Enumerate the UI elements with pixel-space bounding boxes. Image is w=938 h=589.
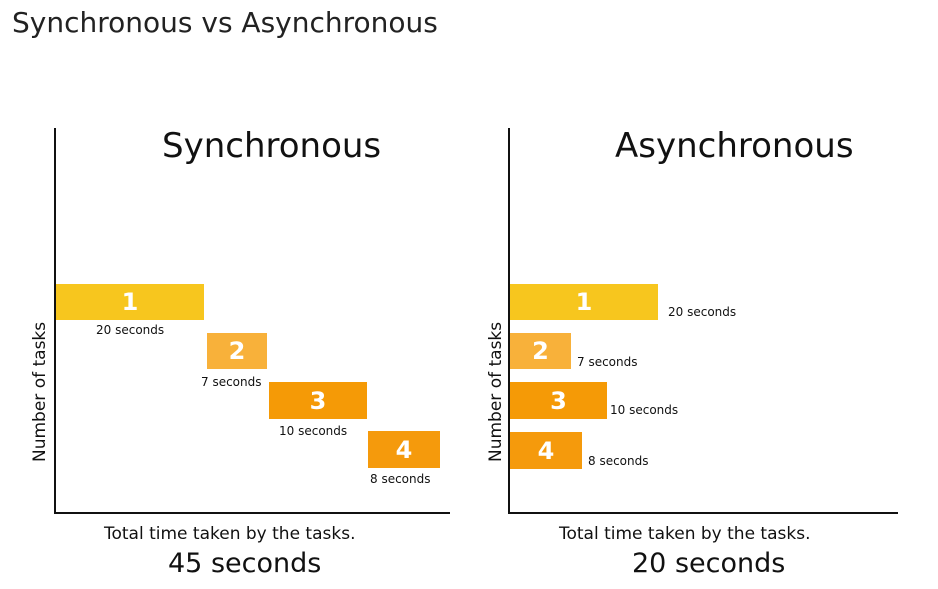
asynchronous-panel: Asynchronous Number of tasks 1 20 second… <box>455 0 925 589</box>
asynchronous-y-axis-label: Number of tasks <box>486 321 506 462</box>
synchronous-total-caption: Total time taken by the tasks. <box>104 524 356 544</box>
async-task-bar-3: 3 <box>510 382 607 419</box>
synchronous-panel: Synchronous Number of tasks 1 20 seconds… <box>30 126 450 579</box>
sync-task-bar-2: 2 <box>207 333 267 369</box>
synchronous-heading: Synchronous <box>162 126 382 166</box>
sync-task-duration-4: 8 seconds <box>370 472 431 486</box>
asynchronous-y-axis <box>508 128 510 513</box>
async-task-bar-1: 1 <box>510 284 658 320</box>
async-task-duration-4: 8 seconds <box>588 454 649 468</box>
async-task-duration-3: 10 seconds <box>610 403 679 417</box>
page-title: Synchronous vs Asynchronous <box>12 6 438 39</box>
synchronous-x-axis <box>54 512 450 514</box>
asynchronous-heading: Asynchronous <box>615 126 854 166</box>
synchronous-total-value: 45 seconds <box>168 548 322 579</box>
sync-task-duration-1: 20 seconds <box>96 323 165 337</box>
asynchronous-total-caption: Total time taken by the tasks. <box>559 524 811 544</box>
synchronous-y-axis <box>54 128 56 513</box>
async-task-duration-2: 7 seconds <box>577 355 638 369</box>
sync-task-duration-2: 7 seconds <box>201 375 262 389</box>
sync-task-duration-3: 10 seconds <box>279 424 348 438</box>
synchronous-y-axis-label: Number of tasks <box>30 321 50 462</box>
asynchronous-x-axis <box>508 512 898 514</box>
asynchronous-total-value: 20 seconds <box>632 548 786 579</box>
sync-task-bar-3: 3 <box>269 382 367 419</box>
async-task-bar-4: 4 <box>510 432 582 469</box>
async-task-duration-1: 20 seconds <box>668 305 737 319</box>
sync-task-bar-1: 1 <box>56 284 204 320</box>
sync-task-bar-4: 4 <box>368 431 440 468</box>
async-task-bar-2: 2 <box>510 333 571 369</box>
